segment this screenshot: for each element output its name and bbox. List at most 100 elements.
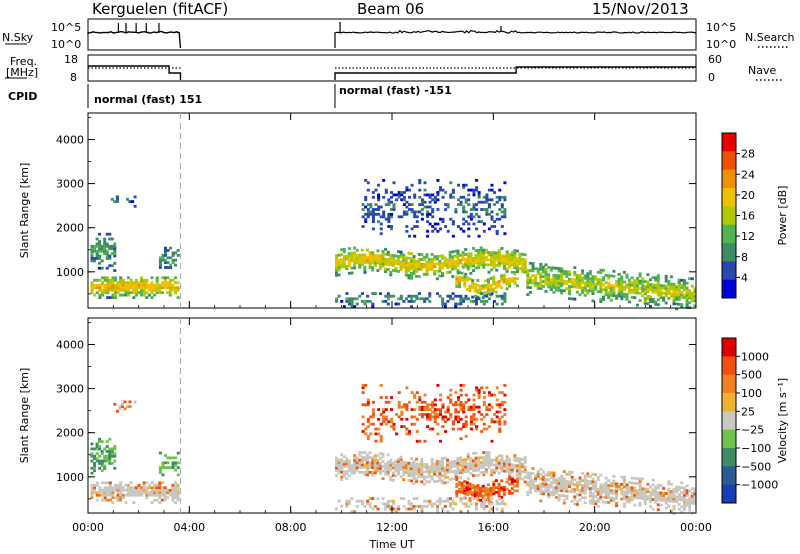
data-cell [410,210,414,214]
data-cell [505,250,509,254]
data-cell [426,415,430,419]
data-cell [523,455,527,459]
data-cell [604,496,608,499]
data-cell [672,512,676,515]
data-cell [402,198,406,202]
data-cell [552,281,556,284]
data-cell [382,195,386,199]
data-cell [463,277,467,281]
data-cell [539,477,543,481]
data-cell [664,294,668,298]
data-cell [461,256,465,259]
data-cell [492,277,496,281]
data-cell [476,288,480,292]
data-cell [379,434,383,438]
data-cell [588,272,592,276]
data-cell [373,261,377,265]
data-cell [150,281,154,285]
data-cell [410,391,414,394]
data-cell [570,478,574,481]
data-cell [500,466,504,470]
data-cell [448,260,452,264]
data-cell [477,410,481,414]
data-cell [176,488,180,492]
data-cell [389,505,393,508]
data-cell [503,262,506,265]
data-cell [369,212,373,216]
data-cell [446,408,450,411]
data-cell [474,254,478,257]
data-cell [472,222,476,226]
data-cell [675,290,679,294]
data-cell [413,212,417,216]
data-cell [471,281,475,285]
data-cell [573,502,577,506]
data-cell [469,257,473,260]
data-cell [528,286,532,289]
data-cell [389,294,393,298]
data-cell [518,462,522,466]
data-cell [381,460,385,463]
data-cell [108,283,112,287]
data-cell [612,496,616,500]
data-cell [513,456,517,460]
data-cell [392,502,395,506]
data-cell [410,467,413,470]
data-cell [431,400,435,404]
data-cell [113,459,117,463]
data-cell [664,289,668,293]
data-cell [164,261,167,264]
data-cell [360,458,364,462]
data-cell [607,274,611,278]
data-cell [163,491,167,495]
data-cell [487,499,491,503]
data-cell [649,493,652,496]
data-cell [108,488,112,492]
data-cell [103,481,107,485]
data-cell [378,452,382,455]
data-cell [384,300,388,303]
data-cell [155,278,159,282]
data-cell [503,292,507,295]
data-cell [399,294,403,298]
data-cell [378,267,382,270]
data-cell [465,481,469,485]
data-cell [93,483,97,487]
data-cell [518,464,522,468]
data-cell [688,504,692,507]
data-cell [95,459,99,463]
data-cell [371,456,375,460]
data-cell [93,454,97,458]
data-cell [391,479,395,482]
data-cell [480,386,484,390]
data-cell [662,487,666,490]
data-cell [390,191,393,194]
data-cell [591,292,595,295]
data-cell [376,461,380,465]
data-cell [410,408,414,411]
data-cell [505,455,509,459]
data-cell [98,466,102,470]
data-cell [677,288,681,292]
data-cell [438,459,442,463]
data-cell [641,289,645,293]
data-cell [669,482,673,486]
data-cell [160,491,164,495]
data-cell [405,225,409,228]
data-cell [568,285,571,288]
data-cell [578,476,582,480]
data-cell [337,261,341,264]
data-cell [521,470,525,474]
data-cell [174,468,178,472]
data-cell [381,252,385,256]
data-cell [438,474,442,478]
data-cell [106,498,110,502]
data-cell [358,266,362,269]
data-cell [615,497,619,500]
data-cell [459,463,463,467]
data-cell [389,253,393,257]
data-cell [568,289,571,293]
data-cell [456,249,460,253]
data-cell [469,212,473,216]
data-cell [490,217,494,221]
